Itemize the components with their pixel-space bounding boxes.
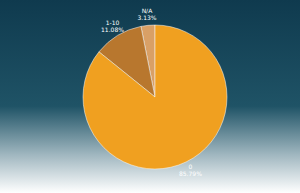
svg-text:N/A3.13%: N/A3.13% [137,7,156,21]
svg-text:085.79%: 085.79% [179,163,202,177]
svg-text:1-1011.08%: 1-1011.08% [101,19,124,33]
